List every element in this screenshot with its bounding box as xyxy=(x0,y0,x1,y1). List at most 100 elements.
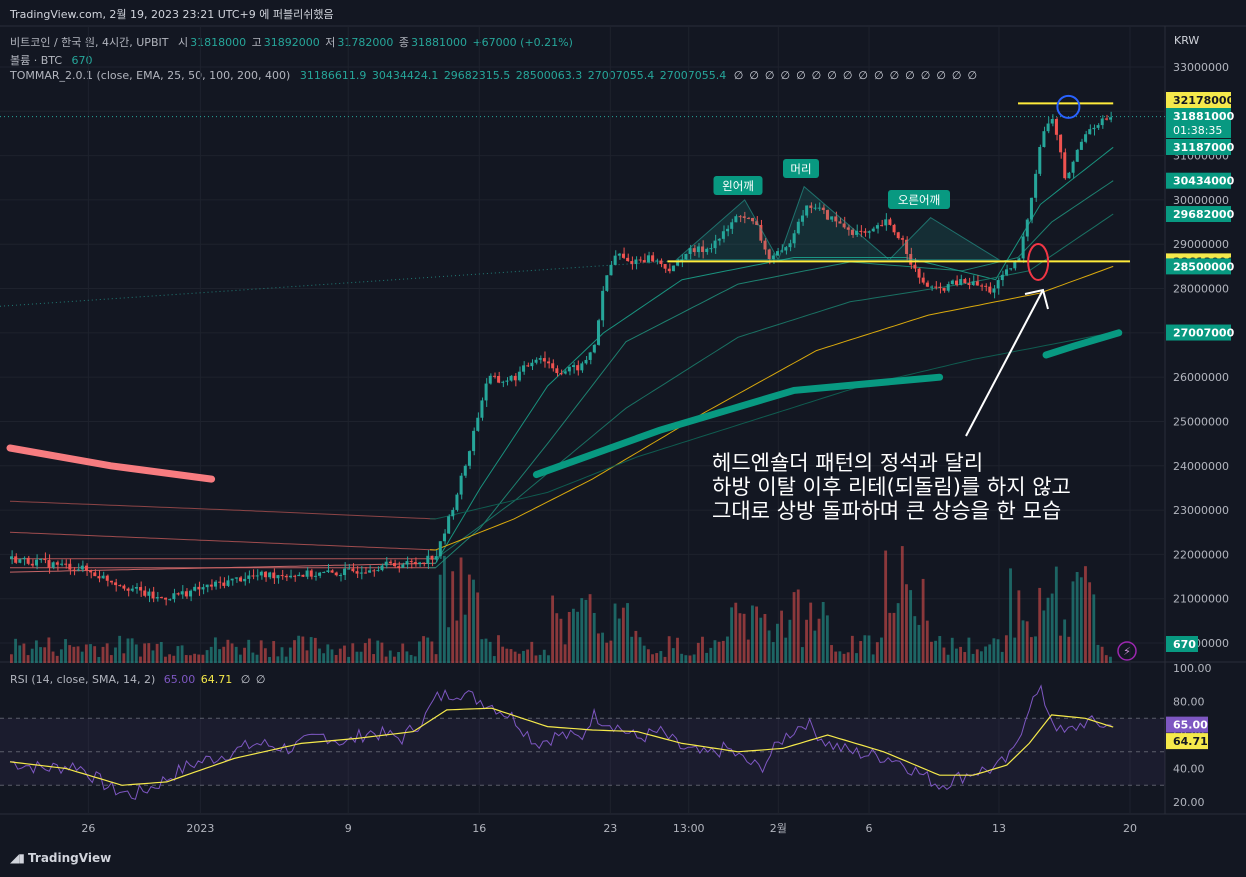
candle-body xyxy=(667,268,671,272)
candle-body xyxy=(309,570,313,577)
candle-body xyxy=(692,248,696,253)
candle-body xyxy=(930,286,934,288)
high-value: 31892000 xyxy=(263,36,320,49)
candle-body xyxy=(189,590,193,597)
volume-bar xyxy=(800,647,804,663)
volume-bar xyxy=(68,645,72,663)
volume-bar xyxy=(917,624,921,663)
rsi-band-fill xyxy=(0,718,1165,786)
volume-bar xyxy=(126,638,130,663)
volume-bar xyxy=(738,613,742,663)
symbol-name[interactable]: 비트코인 / 한국 원, 4시간, UPBIT xyxy=(10,36,169,49)
volume-bar xyxy=(505,648,509,663)
candle-body xyxy=(963,279,967,284)
candle-body xyxy=(197,586,201,590)
volume-bar xyxy=(222,646,226,663)
volume-bar xyxy=(226,639,230,663)
candle-body xyxy=(1009,268,1013,270)
volume-bar xyxy=(155,643,159,663)
candle-body xyxy=(796,221,800,234)
volume-bar xyxy=(788,619,792,663)
candle-body xyxy=(838,221,842,224)
volume-bar xyxy=(1017,590,1021,663)
candle-body xyxy=(447,516,451,534)
open-value: 31818000 xyxy=(190,36,247,49)
candle-body xyxy=(268,572,272,578)
volume-label[interactable]: 볼륨 · BTC xyxy=(10,54,63,67)
volume-bar xyxy=(617,618,621,663)
candle-body xyxy=(825,210,829,220)
indicator-value: 31186611.9 xyxy=(299,69,367,82)
volume-bar xyxy=(243,647,246,663)
candle-body xyxy=(313,575,317,577)
candle-body xyxy=(684,253,688,260)
comment-line: 하방 이탈 이후 리테(되돌림)를 하지 않고 xyxy=(712,475,1071,499)
volume-bars xyxy=(10,546,1112,663)
volume-bar xyxy=(168,654,172,663)
volume-bar xyxy=(771,642,775,663)
volume-bar xyxy=(272,641,276,663)
volume-bar xyxy=(522,650,525,663)
volume-bar xyxy=(1096,644,1100,663)
volume-bar xyxy=(534,655,538,663)
volume-bar xyxy=(834,651,838,663)
volume-bar xyxy=(642,645,646,663)
left-shoulder-label: 왼어깨 xyxy=(722,179,754,193)
candle-body xyxy=(905,239,909,254)
volume-bar xyxy=(26,655,30,663)
price-tag-label: 30434000 xyxy=(1173,175,1235,188)
volume-bar xyxy=(746,639,750,663)
volume-bar xyxy=(309,637,313,663)
price-tag-label: 31187000 xyxy=(1173,141,1235,154)
indicator-name[interactable]: TOMMAR_2.0.1 (close, EMA, 25, 50, 100, 2… xyxy=(10,69,291,82)
volume-bar xyxy=(172,655,176,663)
volume-bar xyxy=(430,641,434,663)
candle-body xyxy=(1038,146,1042,174)
volume-bar xyxy=(380,642,384,663)
candle-body xyxy=(784,247,788,251)
price-tick-label: 29000000 xyxy=(1173,238,1229,251)
volume-bar xyxy=(655,653,659,663)
candle-body xyxy=(917,268,921,278)
change-value: +67000 (+0.21%) xyxy=(472,36,573,49)
volume-bar xyxy=(359,651,363,663)
volume-bar xyxy=(796,589,800,663)
volume-bar xyxy=(18,645,22,663)
candle-body xyxy=(497,375,501,383)
volume-bar xyxy=(284,656,288,663)
candle-body xyxy=(10,556,14,559)
volume-bar xyxy=(1046,597,1050,663)
candle-body xyxy=(422,562,426,564)
candle-body xyxy=(114,582,118,586)
price-tick-label: 24000000 xyxy=(1173,460,1229,473)
volume-bar xyxy=(530,641,534,663)
candle-body xyxy=(513,375,517,381)
candle-body xyxy=(109,580,113,583)
candle-body xyxy=(900,238,904,240)
volume-bar xyxy=(426,637,430,663)
volume-bar xyxy=(276,656,280,663)
volume-bar xyxy=(330,649,334,663)
candle-body xyxy=(576,365,580,371)
volume-bar xyxy=(247,639,251,663)
candle-body xyxy=(971,281,975,285)
candle-body xyxy=(651,255,655,262)
volume-bar xyxy=(592,612,596,663)
candle-body xyxy=(330,570,334,573)
rsi-pane xyxy=(0,684,1165,800)
volume-bar xyxy=(1038,587,1042,663)
volume-bar xyxy=(846,652,850,663)
volume-bar xyxy=(509,649,513,663)
volume-bar xyxy=(775,623,779,663)
time-tick-label: 13 xyxy=(992,822,1006,835)
candle-body xyxy=(472,430,476,452)
candle-body xyxy=(551,363,555,369)
candle-body xyxy=(505,380,509,382)
volume-bar xyxy=(55,655,59,663)
candle-body xyxy=(834,216,838,222)
candle-body xyxy=(338,575,342,577)
rsi-name[interactable]: RSI (14, close, SMA, 14, 2) xyxy=(10,673,156,686)
volume-bar xyxy=(809,602,813,663)
footer-logo[interactable]: ◢▮ TradingView xyxy=(10,851,111,865)
